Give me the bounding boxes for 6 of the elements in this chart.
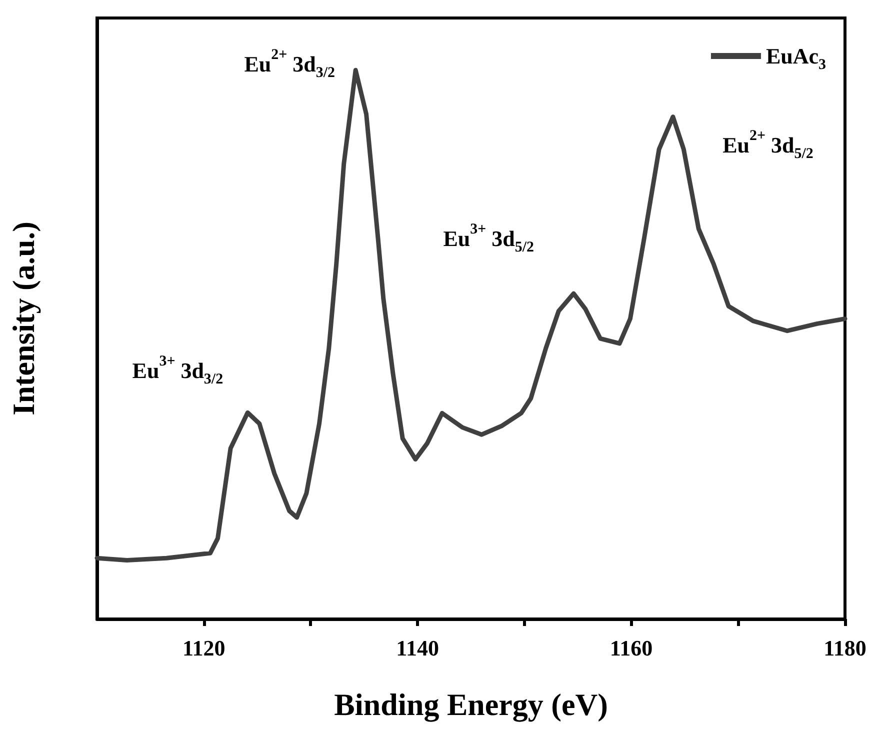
x-tick-label: 1140 (396, 636, 439, 660)
y-axis-title: Intensity (a.u.) (6, 222, 41, 416)
x-axis-title: Binding Energy (eV) (334, 687, 608, 722)
x-tick-label: 1120 (182, 636, 226, 660)
x-tick-label: 1160 (610, 636, 653, 660)
x-tick-label: 1180 (824, 636, 866, 660)
